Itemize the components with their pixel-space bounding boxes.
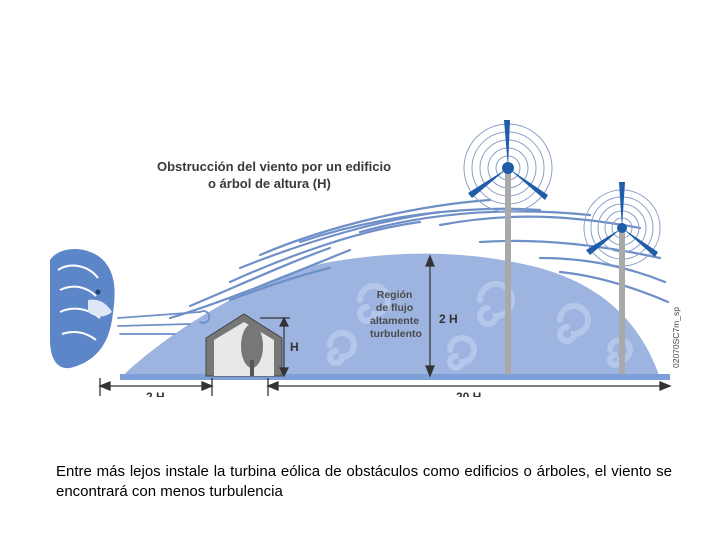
region-label: Región de flujo altamente turbulento: [370, 289, 422, 340]
dim-2h-vertical-label: 2 H: [439, 312, 458, 326]
breath-lines: [117, 310, 211, 335]
dimension-h-vertical: [260, 316, 290, 378]
diagram-title: Obstrucción del viento por un edificio o…: [157, 159, 395, 191]
region-label-line: altamente: [370, 315, 419, 327]
dimension-2h-vertical: [425, 254, 435, 378]
wind-god-icon: [50, 248, 115, 369]
wind-obstruction-diagram: H 2 H Región de flujo altamente turbulen…: [50, 120, 681, 404]
wind-lines: [168, 198, 670, 320]
region-label-line: turbulento: [370, 328, 422, 340]
region-label-line: de flujo: [376, 302, 413, 314]
dim-h-vertical-label: H: [290, 340, 299, 354]
wind-turbine-icon: [463, 120, 553, 374]
diagram-title-line: o árbol de altura (H): [208, 176, 331, 191]
image-code-label: 02070SC7m_sp: [671, 307, 681, 368]
dimension-horizontal: [98, 378, 672, 396]
region-label-line: Región: [377, 289, 413, 301]
wind-turbine-icon: [583, 182, 661, 374]
house-with-tree-icon: [205, 313, 283, 377]
ground: [120, 374, 670, 380]
diagram-title-line: Obstrucción del viento por un edificio: [157, 159, 391, 174]
caption-text: Entre más lejos instale la turbina eólic…: [56, 463, 672, 500]
